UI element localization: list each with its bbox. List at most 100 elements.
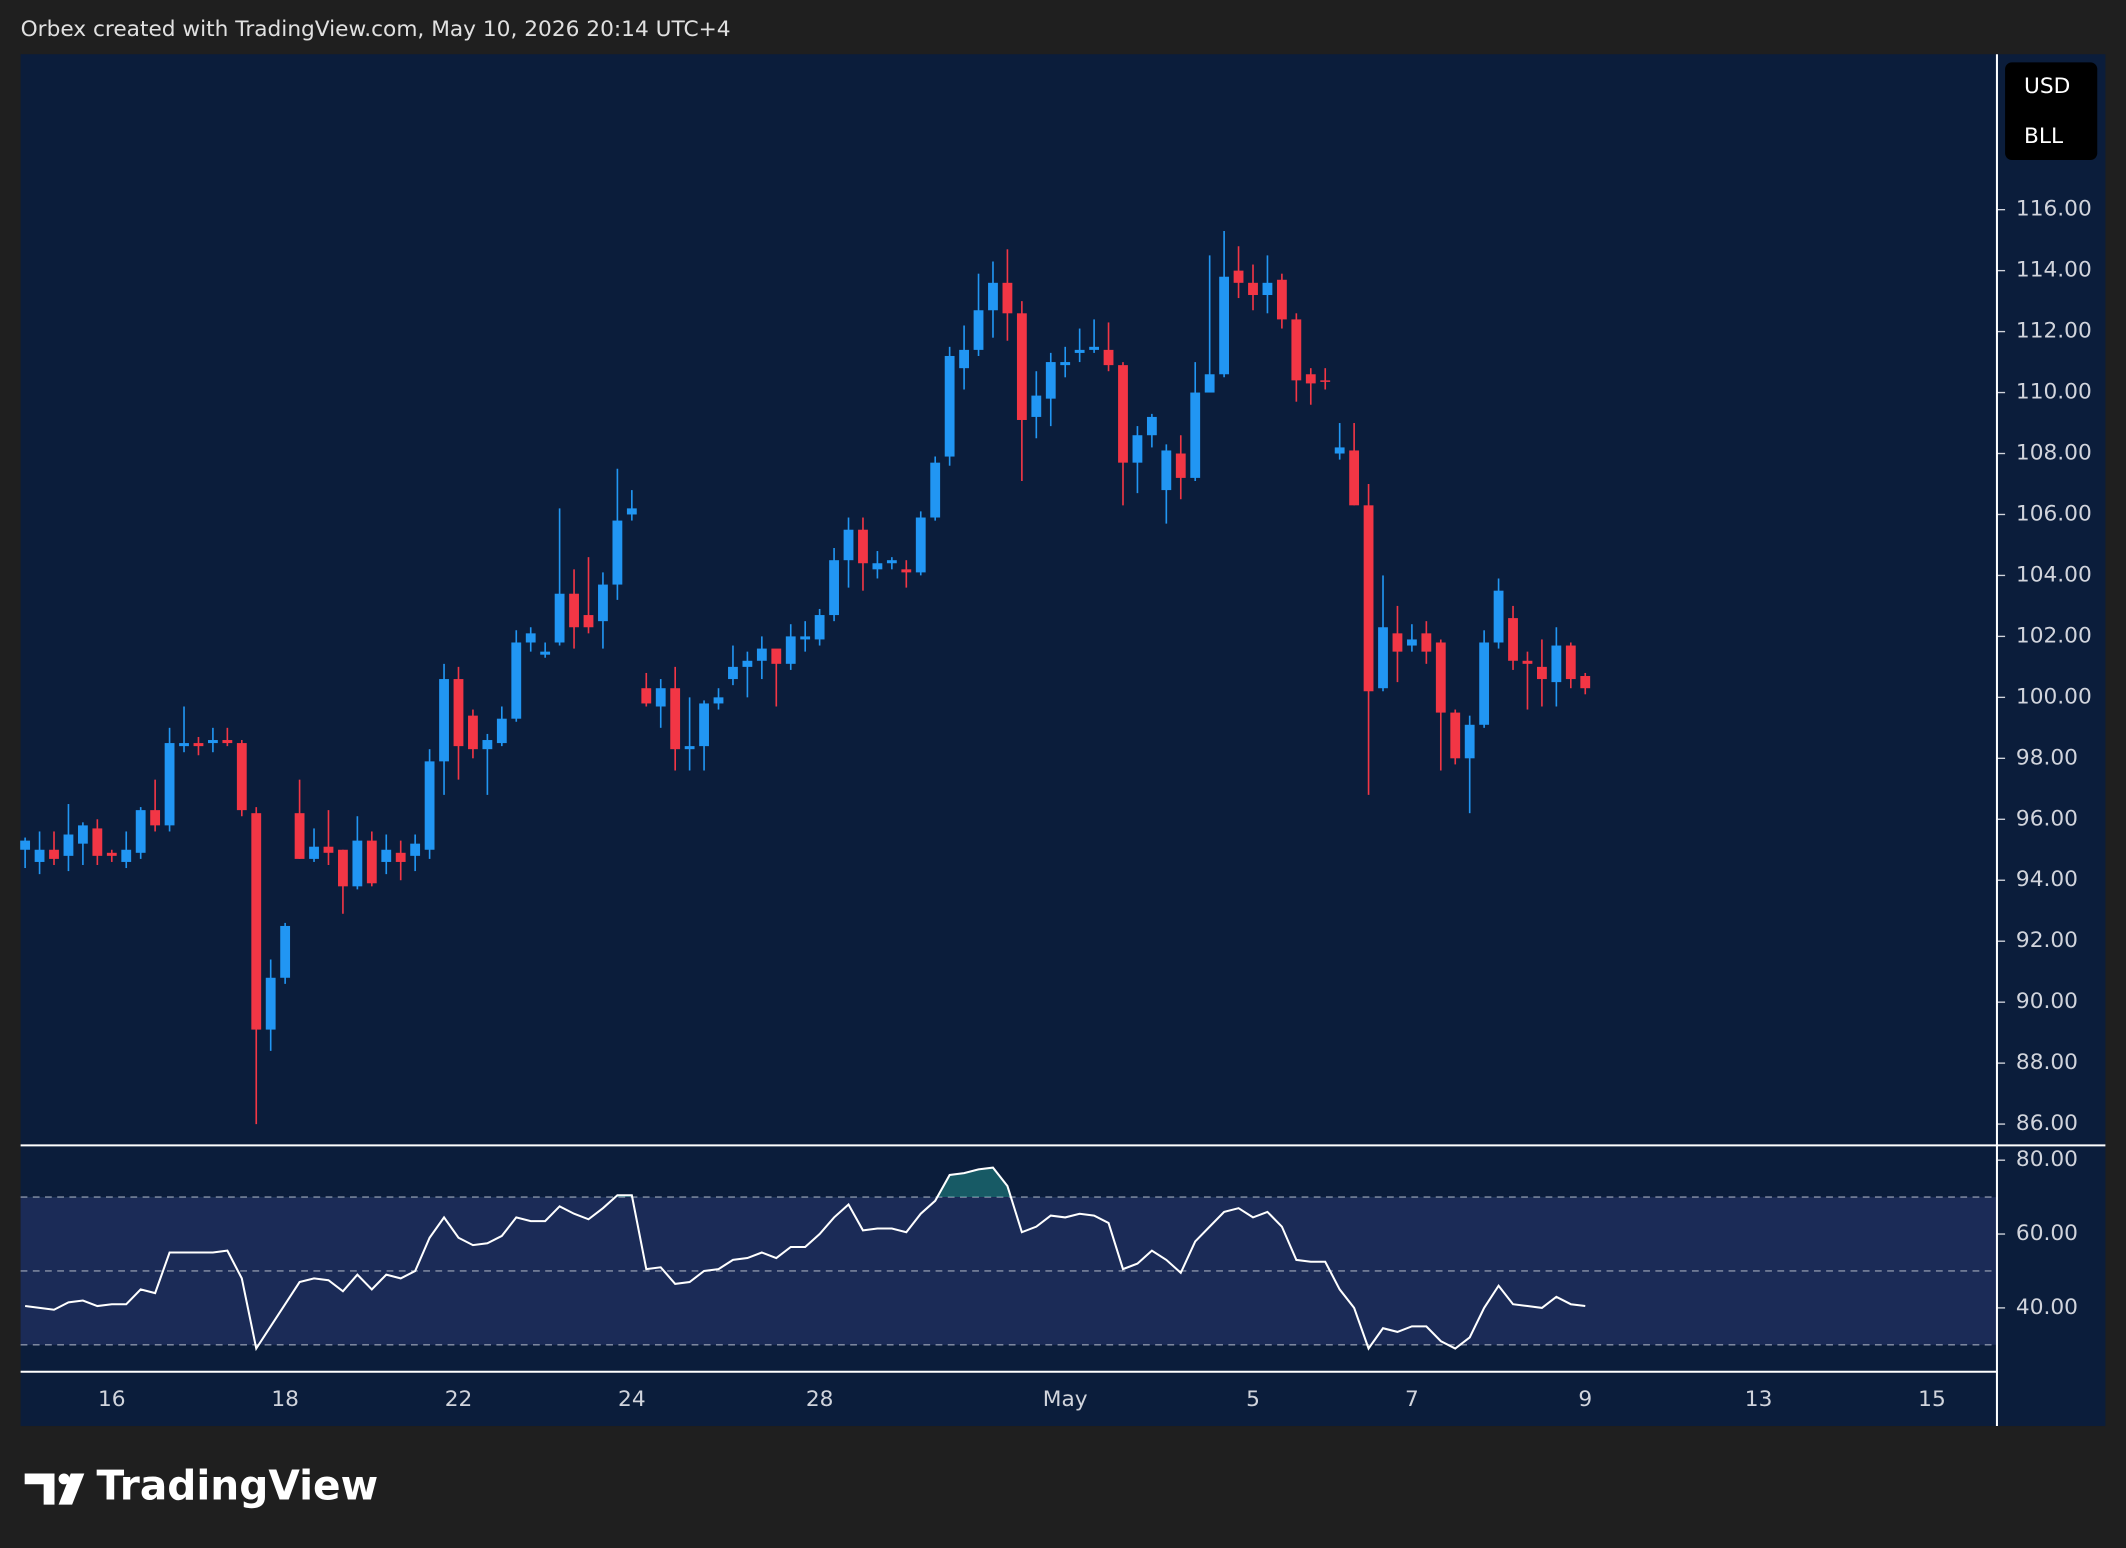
candle-body [1060,362,1071,366]
candle-body [670,688,681,750]
brand-logo [24,1473,85,1505]
candle-body [1045,362,1056,399]
candle-body [424,761,435,850]
candle-body [1089,346,1100,350]
y-tick-label: 114.00 [2016,258,2092,283]
y-tick-label: 96.00 [2016,806,2078,831]
candle-body [1291,319,1302,381]
candle-body [1276,279,1287,320]
candle-body [453,679,464,747]
y-tick-label: 88.00 [2016,1050,2078,1075]
candle-body [901,569,912,573]
candle-body [439,679,449,762]
x-tick-label: 28 [806,1387,834,1412]
candle-body [77,825,88,844]
x-tick-label: 24 [618,1387,646,1412]
x-tick-label: 22 [445,1387,473,1412]
candle-body [1508,618,1518,661]
header: Orbex created with TradingView.com, May … [21,17,731,42]
candle-body [1580,676,1591,689]
candle-body [222,740,233,744]
x-tick-label: 18 [271,1387,299,1412]
x-tick-label: May [1043,1387,1088,1412]
candle-body [135,810,146,853]
candle-body [1190,392,1201,478]
candle-body [294,813,305,859]
candle-body [612,520,623,585]
y-tick-label: 40.00 [2016,1295,2078,1320]
currency-label[interactable]: USD [2024,74,2070,99]
candle-body [742,660,753,667]
candle-body [569,593,579,628]
candle-body [482,740,493,750]
candle-body [583,615,594,628]
candle-body [1074,349,1085,353]
candle-body [1219,276,1230,375]
candle-body [1233,270,1244,283]
candle-body [1551,645,1562,683]
brand: TradingView [97,1461,379,1509]
candle-body [1175,453,1186,478]
candle-body [1161,450,1172,491]
candle-body [381,849,392,862]
candle-body [1522,660,1533,664]
candle-body [1378,627,1388,689]
candle-body [1334,447,1345,454]
candle-body [208,740,218,744]
candle-body [886,560,897,564]
y-tick-label: 98.00 [2016,745,2078,770]
candle-body [1363,505,1374,692]
candle-body [1479,642,1490,725]
x-tick-label: 5 [1246,1387,1260,1412]
candle-body [1565,645,1576,680]
candle-body [193,743,204,747]
y-tick-label: 60.00 [2016,1221,2078,1246]
candle-body [150,810,161,826]
candle-body [265,977,276,1030]
candle-body [1002,282,1013,314]
candle-body [20,840,31,850]
y-tick-label: 92.00 [2016,928,2078,953]
candle-body [713,697,724,704]
unit-label[interactable]: BLL [2024,124,2063,149]
candle-body [1146,416,1157,436]
y-tick-label: 102.00 [2016,623,2092,648]
candle-body [684,746,695,750]
candle-body [366,840,377,884]
candle-body [944,355,955,457]
candle-body [554,593,565,643]
x-tick-label: 15 [1918,1387,1946,1412]
candle-body [410,843,421,856]
candle-body [352,840,363,887]
candle-body [1016,313,1027,420]
candle-body [800,636,811,640]
candle-body [756,648,767,661]
candle-body [973,310,984,350]
y-tick-label: 90.00 [2016,989,2078,1014]
candle-body [280,925,291,978]
y-tick-label: 100.00 [2016,684,2092,709]
candle-body [1493,590,1504,643]
candle-body [598,584,608,622]
candle-body [106,852,117,856]
candle-body [1320,380,1331,382]
candle-body [540,651,551,655]
candle-body [525,633,536,643]
candle-body [49,849,59,859]
candle-body [915,517,926,573]
candle-body [1262,282,1273,296]
candle-body [34,849,45,862]
candle-body [959,349,969,369]
candle-body [1248,282,1258,296]
candle-body [1204,374,1215,393]
candle-body [641,688,652,704]
candle-body [988,282,998,311]
x-tick-label: 9 [1578,1387,1592,1412]
candle-body [121,849,132,862]
candle-body [1031,395,1042,417]
rsi-line [24,1166,1586,1352]
candle-body [1435,642,1446,713]
